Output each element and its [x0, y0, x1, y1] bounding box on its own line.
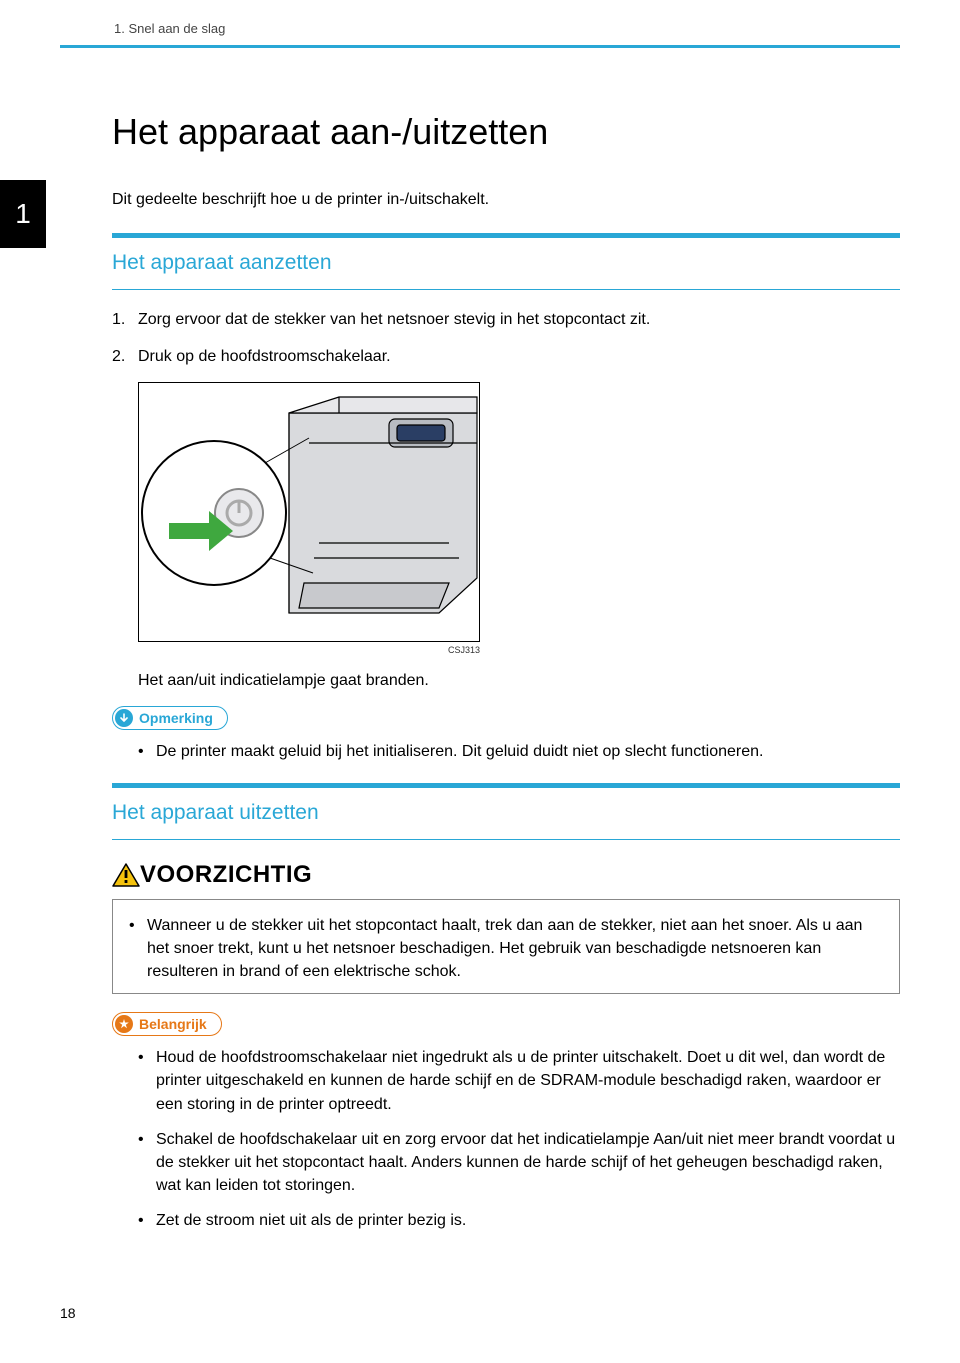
rule-section-thick [112, 233, 900, 238]
chapter-tab: 1 [0, 180, 46, 248]
figure-caption: Het aan/uit indicatielampje gaat branden… [138, 669, 900, 692]
caution-bullet: Wanneer u de stekker uit het stopcontact… [129, 914, 883, 984]
page-title: Het apparaat aan-/uitzetten [112, 106, 900, 158]
important-bullet: Zet de stroom niet uit als de printer be… [138, 1209, 900, 1232]
important-badge: Belangrijk [112, 1012, 222, 1036]
intro-text: Dit gedeelte beschrijft hoe u de printer… [112, 188, 900, 211]
note-badge: Opmerking [112, 706, 228, 730]
rule-top [60, 45, 900, 48]
warning-triangle-icon [112, 863, 140, 887]
step-text: Druk op de hoofdstroomschakelaar. [138, 348, 391, 365]
breadcrumb: 1. Snel aan de slag [60, 20, 900, 39]
rule-section-thin [112, 289, 900, 290]
figure-printer [138, 382, 480, 642]
rule-section-thick [112, 783, 900, 788]
note-bullet: De printer maakt geluid bij het initiali… [138, 740, 900, 763]
step-number: 1. [112, 308, 125, 331]
rule-section-thin [112, 839, 900, 840]
figure-code: CSJ313 [138, 644, 480, 657]
important-bullet: Schakel de hoofdschakelaar uit en zorg e… [138, 1128, 900, 1198]
step-item: 1. Zorg ervoor dat de stekker van het ne… [112, 308, 900, 331]
step-item: 2. Druk op de hoofdstroomschakelaar. [112, 345, 900, 368]
section-heading-off: Het apparaat uitzetten [112, 798, 900, 828]
caution-label: VOORZICHTIG [140, 858, 312, 893]
section-heading-on: Het apparaat aanzetten [112, 248, 900, 278]
page-number: 18 [60, 1303, 900, 1323]
star-icon [115, 1015, 133, 1033]
caution-box: Wanneer u de stekker uit het stopcontact… [112, 899, 900, 995]
important-label: Belangrijk [139, 1014, 207, 1034]
arrow-down-icon [115, 709, 133, 727]
note-label: Opmerking [139, 708, 213, 728]
step-text: Zorg ervoor dat de stekker van het netsn… [138, 311, 650, 328]
step-number: 2. [112, 345, 125, 368]
important-bullet: Houd de hoofdstroomschakelaar niet inged… [138, 1046, 900, 1116]
